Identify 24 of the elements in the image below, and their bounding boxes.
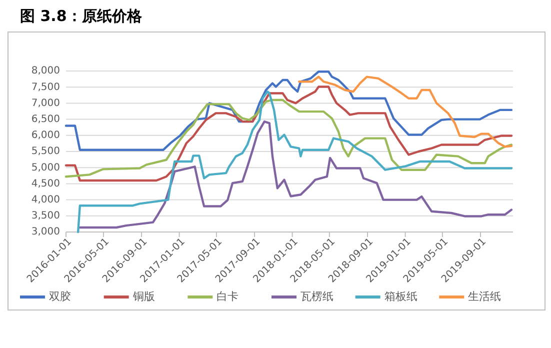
line-series [64,86,513,182]
y-tick-label: 5,500 [31,146,60,158]
y-tick-label: 6,500 [31,114,60,126]
legend-label: 瓦楞纸 [300,290,334,304]
chart-title: 图 3.8：原纸价格 [20,7,143,25]
y-tick-label: 7,000 [31,98,60,109]
y-tick-label: 6,000 [31,130,60,142]
line-series [78,120,513,229]
legend-label: 铜版 [132,290,155,304]
y-tick-label: 3,000 [31,226,60,238]
line-series [76,90,513,234]
legend-label: 箱板纸 [384,290,418,304]
y-tick-label: 8,000 [31,66,60,77]
line-series [64,70,513,151]
y-tick-label: 5,000 [31,162,60,174]
y-tick-label: 4,000 [31,194,60,206]
legend-label: 白卡 [216,290,239,304]
y-tick-label: 3,500 [31,210,60,222]
line-series [298,76,513,148]
y-tick-label: 4,500 [31,178,60,190]
legend-label: 生活纸 [468,290,502,304]
line-series [64,98,513,178]
y-tick-label: 7,500 [31,82,60,93]
legend-label: 双胶 [49,290,71,304]
